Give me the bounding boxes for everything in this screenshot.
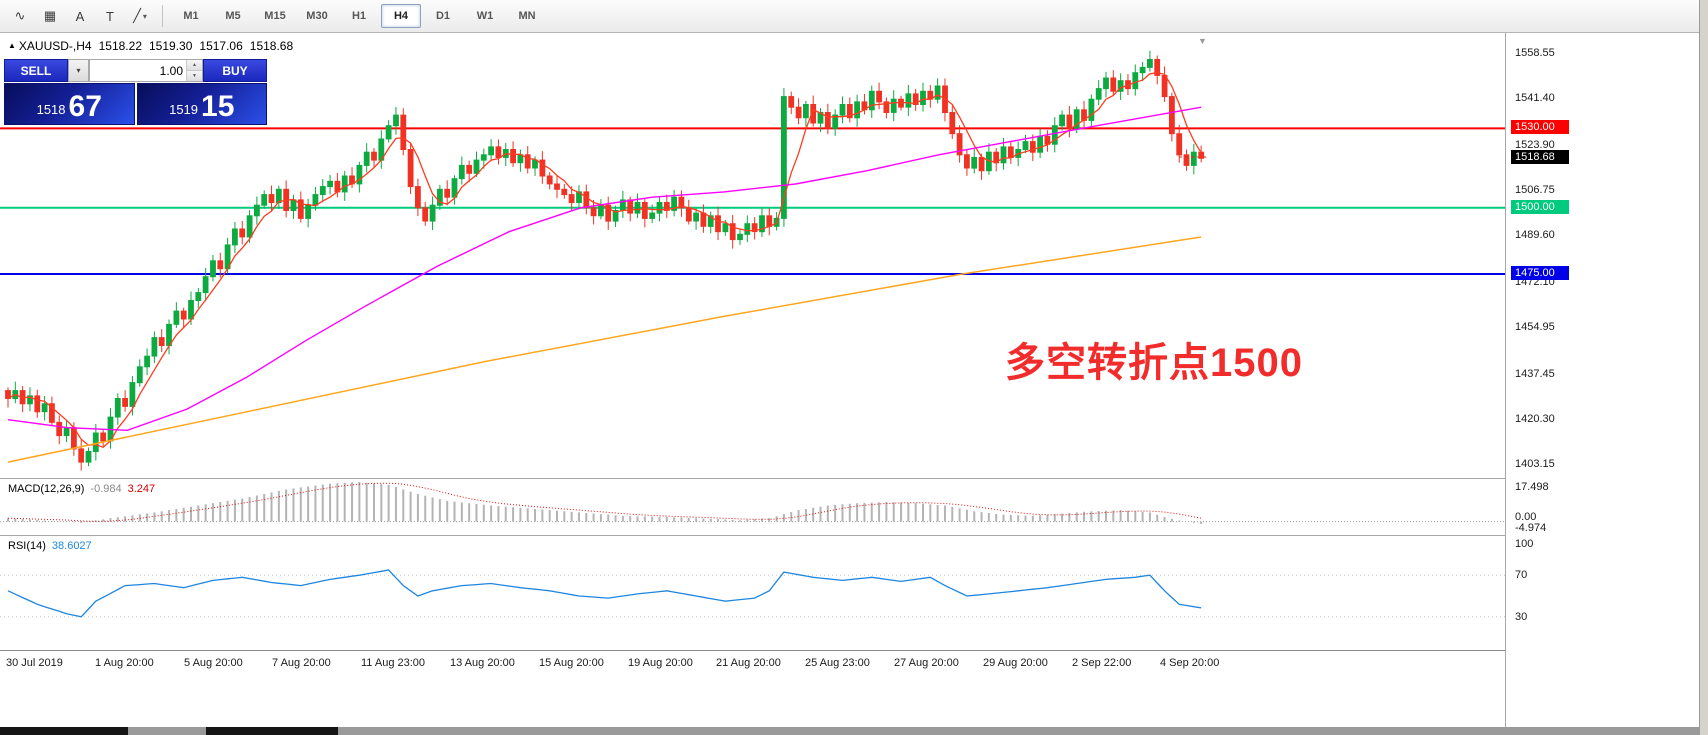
sell-price-box[interactable]: 1518 67 — [4, 83, 135, 125]
time-axis-label: 4 Sep 20:00 — [1160, 657, 1220, 669]
volume-decrease-button[interactable]: ▼ — [187, 71, 202, 81]
level-price-badge: 1475.00 — [1511, 266, 1569, 280]
window-right-edge — [1699, 0, 1708, 735]
collapse-triangle-icon[interactable]: ▲ — [8, 41, 16, 50]
time-axis-label: 11 Aug 23:00 — [361, 657, 426, 669]
time-axis[interactable]: 30 Jul 2019 1 Aug 20:00 5 Aug 20:00 7 Aug 2… — [0, 650, 1700, 679]
timeframe-d1-button[interactable]: D1 — [435, 10, 451, 22]
bottom-edge-segment — [206, 727, 338, 735]
panel-separator[interactable] — [0, 478, 1700, 479]
price-scale-label: 1420.30 — [1515, 413, 1555, 425]
chart-grid-icon[interactable]: ▦ — [43, 8, 57, 23]
volume-preset-dropdown[interactable]: ▾ — [68, 59, 89, 82]
price-scale-label: 1403.15 — [1515, 458, 1555, 470]
volume-increase-button[interactable]: ▲ — [187, 60, 202, 71]
text-label-icon[interactable]: A — [75, 8, 85, 24]
timeframe-m30-button[interactable]: M30 — [306, 10, 328, 22]
timeframe-h4-button[interactable]: H4 — [381, 4, 421, 28]
text-box-icon[interactable]: T — [106, 8, 114, 24]
price-scale-label: 1541.40 — [1515, 92, 1555, 104]
time-axis-label: 5 Aug 20:00 — [184, 657, 243, 669]
timeframe-m5-button[interactable]: M5 — [225, 10, 241, 22]
level-price-badge: 1530.00 — [1511, 120, 1569, 134]
timeframe-m1-button[interactable]: M1 — [183, 10, 199, 22]
time-axis-label: 30 Jul 2019 — [6, 657, 63, 669]
chart-text-annotation: 多空转折点1500 — [1005, 341, 1303, 385]
macd-header: MACD(12,26,9) -0.984 3.247 — [8, 483, 155, 495]
rsi-scale-100: 100 — [1515, 538, 1534, 550]
rsi-scale-70: 70 — [1515, 569, 1528, 581]
ohlc-high: 1519.30 — [149, 39, 193, 53]
macd-signal-value: 3.247 — [127, 483, 156, 495]
price-scale-label: 1523.90 — [1515, 139, 1555, 151]
toolbar-separator — [162, 5, 163, 27]
buy-price-pips: 15 — [201, 90, 235, 123]
macd-title: MACD(12,26,9) — [8, 483, 85, 495]
price-scale-label: 1437.45 — [1515, 368, 1555, 380]
price-scale-label: 1489.60 — [1515, 229, 1555, 241]
chart-shift-marker-icon[interactable]: ▼ — [1198, 36, 1207, 46]
window-bottom-edge — [0, 727, 1700, 735]
rsi-scale-30: 30 — [1515, 611, 1528, 623]
chart-title: ▲ XAUUSD-,H4 1518.22 1519.30 1517.06 1518.68 — [8, 39, 293, 53]
symbol-timeframe-label: XAUUSD-,H4 — [18, 39, 92, 53]
price-scale[interactable]: 17.498 0.00 -4.974 100 70 30 1558.55 1541… — [1505, 33, 1701, 735]
one-click-trading-panel: SELL ▾ 1.00 ▲ ▼ BUY 1518 67 1519 15 — [4, 59, 267, 125]
volume-value[interactable]: 1.00 — [159, 63, 183, 78]
time-axis-label: 2 Sep 22:00 — [1072, 657, 1132, 669]
time-axis-label: 25 Aug 23:00 — [805, 657, 870, 669]
sell-price-pips: 67 — [68, 90, 102, 123]
timeframe-h1-button[interactable]: H1 — [351, 10, 367, 22]
toolbar: ∿ ▦ A T ╱ ▾ M1 M5 M15 M30 H1 H4 D1 W1 MN — [0, 0, 1708, 33]
price-scale-label: 1558.55 — [1515, 47, 1555, 59]
time-axis-label: 19 Aug 20:00 — [628, 657, 693, 669]
chevron-down-icon: ▾ — [142, 11, 147, 21]
line-studies-icon[interactable]: ╱ ▾ — [133, 8, 147, 23]
buy-button[interactable]: BUY — [203, 59, 267, 82]
price-scale-label: 1506.75 — [1515, 184, 1555, 196]
toolbar-icons: ∿ ▦ A T ╱ ▾ — [5, 3, 155, 29]
price-chart-svg[interactable] — [0, 33, 1505, 478]
macd-scale-max: 17.498 — [1515, 481, 1549, 493]
chart-candles-icon[interactable]: ∿ — [14, 8, 26, 23]
rsi-value: 38.6027 — [51, 540, 92, 552]
ohlc-close: 1518.68 — [249, 39, 294, 53]
timeframe-m15-button[interactable]: M15 — [264, 10, 286, 22]
rsi-chart-svg[interactable] — [0, 536, 1505, 650]
macd-chart-svg[interactable] — [0, 479, 1505, 535]
timeframe-bar: M1 M5 M15 M30 H1 H4 D1 W1 MN — [170, 4, 548, 28]
current-price-badge: 1518.68 — [1511, 150, 1569, 164]
time-axis-label: 27 Aug 20:00 — [894, 657, 959, 669]
sell-button[interactable]: SELL — [4, 59, 68, 82]
price-scale-label: 1454.95 — [1515, 321, 1555, 333]
bottom-edge-segment — [0, 727, 128, 735]
rsi-header: RSI(14) 38.6027 — [8, 540, 92, 552]
time-axis-label: 15 Aug 20:00 — [539, 657, 604, 669]
level-price-badge: 1500.00 — [1511, 200, 1569, 214]
sell-price-main: 1518 — [36, 102, 66, 117]
timeframe-w1-button[interactable]: W1 — [476, 10, 494, 22]
rsi-title: RSI(14) — [8, 540, 46, 552]
time-axis-label: 1 Aug 20:00 — [95, 657, 154, 669]
time-axis-label: 29 Aug 20:00 — [983, 657, 1048, 669]
macd-value: -0.984 — [90, 483, 122, 495]
ohlc-open: 1518.22 — [98, 39, 142, 53]
timeframe-mn-button[interactable]: MN — [518, 10, 536, 22]
buy-price-main: 1519 — [169, 102, 199, 117]
volume-field[interactable]: 1.00 ▲ ▼ — [89, 59, 203, 82]
macd-scale-min: -4.974 — [1515, 522, 1547, 534]
ohlc-low: 1517.06 — [199, 39, 243, 53]
panel-separator[interactable] — [0, 535, 1700, 536]
time-axis-label: 21 Aug 20:00 — [716, 657, 781, 669]
volume-stepper: ▲ ▼ — [186, 60, 202, 81]
time-axis-label: 13 Aug 20:00 — [450, 657, 515, 669]
macd-scale-zero: 0.00 — [1515, 511, 1537, 523]
time-axis-label: 7 Aug 20:00 — [272, 657, 331, 669]
chevron-down-icon: ▾ — [76, 66, 81, 75]
chart-window[interactable]: ▲ XAUUSD-,H4 1518.22 1519.30 1517.06 1518.68 … — [0, 33, 1701, 735]
buy-price-box[interactable]: 1519 15 — [136, 83, 267, 125]
